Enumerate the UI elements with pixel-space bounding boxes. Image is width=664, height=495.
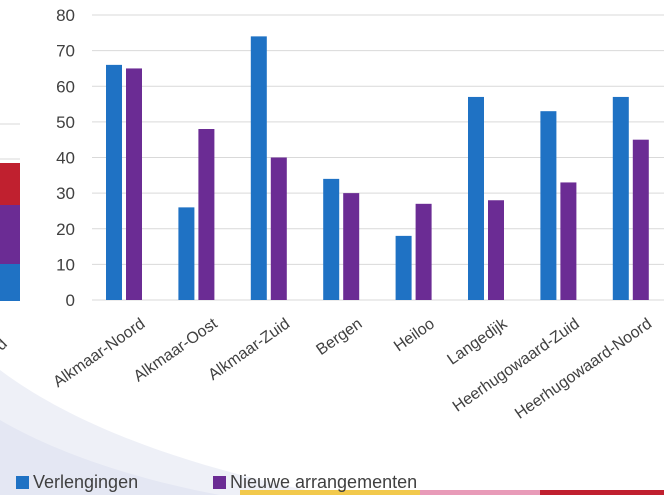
- bar-verlengingen: [612, 96, 629, 300]
- bar-nieuwe-arrangementen: [198, 129, 215, 300]
- bar-nieuwe-arrangementen: [560, 182, 577, 300]
- bar-verlengingen: [323, 178, 340, 300]
- bar-verlengingen: [250, 36, 267, 300]
- bar-nieuwe-arrangementen: [488, 200, 504, 300]
- y-tick-label: 10: [56, 255, 75, 274]
- y-tick-label: 50: [56, 113, 75, 132]
- left-chart-fragment: d: [0, 123, 20, 354]
- x-category-label: Heerhugowaard-Noord: [512, 315, 655, 422]
- gridlines: [92, 14, 664, 301]
- x-category-label: Heiloo: [391, 315, 438, 355]
- x-category-label: Heerhugowaard-Zuid: [450, 315, 583, 415]
- bar-verlengingen: [540, 111, 557, 300]
- y-tick-label: 0: [66, 291, 75, 310]
- legend-item-verlengingen: Verlengingen: [16, 472, 138, 493]
- bar-nieuwe-arrangementen: [343, 193, 360, 300]
- left-fragment-segment-blue: [0, 264, 20, 301]
- left-fragment-segment-purple: [0, 205, 20, 264]
- bar-verlengingen: [468, 96, 484, 300]
- bar-verlengingen: [395, 235, 412, 300]
- bar-verlengingen: [106, 64, 122, 300]
- bars: [106, 36, 649, 300]
- x-category-label: Alkmaar-Noord: [50, 315, 148, 391]
- legend-label-nieuwe-arrangementen: Nieuwe arrangementen: [230, 472, 418, 492]
- bar-nieuwe-arrangementen: [126, 68, 142, 300]
- y-tick-label: 70: [56, 42, 75, 61]
- y-tick-label: 40: [56, 149, 75, 168]
- x-category-label: Langedijk: [444, 315, 511, 369]
- legend-swatch-verlengingen: [16, 476, 29, 489]
- legend: Verlengingen Nieuwe arrangementen: [0, 470, 664, 495]
- bar-nieuwe-arrangementen: [632, 139, 649, 300]
- bar-nieuwe-arrangementen: [415, 203, 432, 300]
- y-tick-label: 60: [56, 77, 75, 96]
- y-axis: 0 10 20 30 40 50 60 70 80: [56, 6, 75, 310]
- left-fragment-segment-red: [0, 163, 20, 205]
- x-category-label: Alkmaar-Zuid: [205, 315, 293, 383]
- bar-nieuwe-arrangementen: [270, 157, 287, 300]
- y-tick-label: 80: [56, 6, 75, 25]
- left-fragment-axis-label: d: [0, 336, 11, 354]
- bar-verlengingen: [178, 207, 195, 300]
- legend-swatch-nieuwe-arrangementen: [213, 476, 226, 489]
- x-category-label: Bergen: [313, 315, 365, 359]
- y-tick-label: 30: [56, 184, 75, 203]
- legend-item-nieuwe-arrangementen: Nieuwe arrangementen: [213, 472, 417, 493]
- legend-label-verlengingen: Verlengingen: [33, 472, 139, 492]
- y-tick-label: 20: [56, 220, 75, 239]
